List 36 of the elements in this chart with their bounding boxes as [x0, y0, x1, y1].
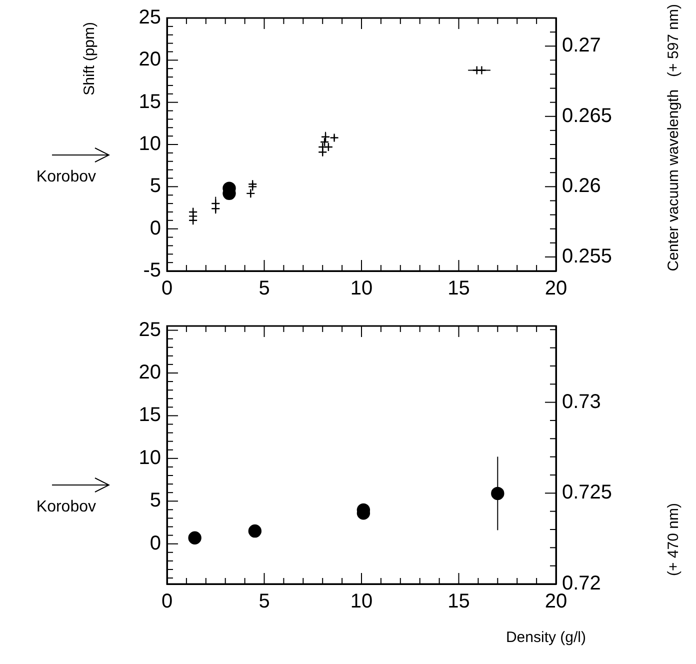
y-tick-label: 10: [138, 446, 161, 469]
point: [477, 66, 486, 75]
y2-tick-label: 0.26: [562, 175, 601, 198]
y2-tick-label: 0.255: [562, 245, 612, 268]
x-tick-label: 10: [350, 590, 373, 613]
y2-axis-title: Center vacuum wavelength (+ 597 nm): [665, 4, 682, 272]
y2-tick-label: 0.265: [562, 104, 612, 127]
x-axis-title: Density (g/l): [506, 629, 586, 646]
point: [248, 524, 262, 538]
y-tick-label: 5: [150, 175, 161, 198]
point: [188, 531, 202, 544]
y-tick-label: 15: [138, 90, 161, 113]
point: [491, 486, 504, 500]
y-tick-label: 25: [138, 6, 161, 29]
x-tick-label: 20: [544, 278, 568, 300]
y-axis-title: Shift (ppm): [81, 22, 98, 96]
y-tick-label: 20: [138, 48, 161, 71]
y2-axis-title: (+ 470 nm): [665, 503, 682, 576]
y-tick-label: 0: [150, 217, 161, 240]
text: Korobov: [36, 168, 96, 186]
x-tick-label: 10: [350, 278, 373, 300]
y-tick-label: -5: [143, 260, 161, 282]
text: Korobov: [36, 498, 96, 516]
y-tick-label: 20: [138, 362, 161, 384]
y-tick-label: 15: [138, 404, 161, 426]
x-tick-label: 5: [258, 590, 270, 613]
y-tick-label: 0: [150, 532, 161, 554]
x-tick-label: 15: [448, 590, 470, 613]
y-tick-label: 10: [138, 133, 161, 156]
y2-tick-label: 0.27: [562, 34, 601, 57]
x-tick-label: 15: [448, 278, 470, 300]
y2-tick-label: 0.725: [562, 482, 612, 504]
y-tick-label: 5: [150, 490, 161, 512]
x-tick-label: 5: [258, 278, 270, 300]
y2-tick-label: 0.73: [562, 390, 601, 413]
y-tick-label: 25: [138, 318, 161, 341]
